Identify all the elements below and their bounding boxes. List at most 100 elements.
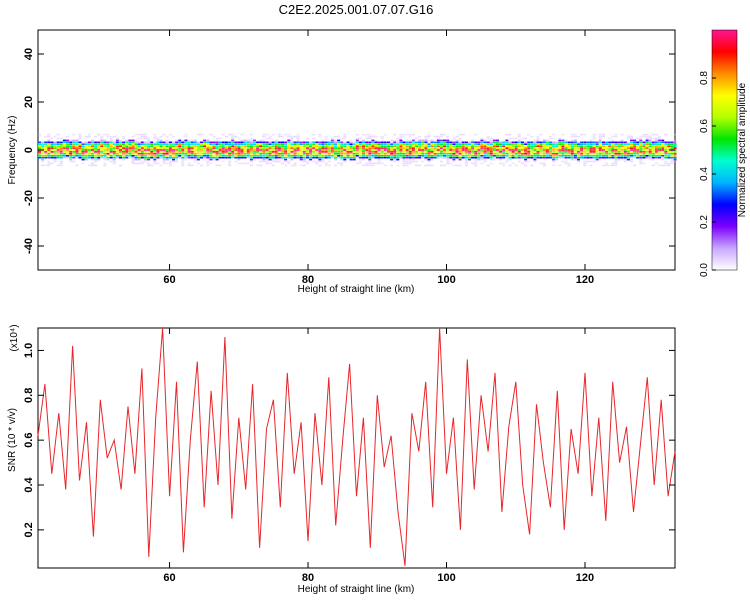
spectrogram-cell [84,141,88,144]
spectrogram-cell [134,149,138,151]
spectrogram-cell [611,162,615,165]
spectrogram-cell [334,158,337,161]
spectrogram-cell [611,135,615,138]
spectrogram-cell [636,149,640,151]
spectrogram-cell [38,143,41,145]
spectrogram-cell [402,155,406,157]
spectrogram-cell [483,153,487,155]
spectrogram-cell [527,149,531,151]
spectrogram-cell [443,156,446,159]
spectrogram-cell [461,145,465,147]
spectrogram-cell [193,149,197,151]
spectrogram-cell [243,139,247,142]
spectrogram-cell [168,149,172,151]
spectrogram-cell [268,151,272,153]
x-tick-label: 80 [302,274,314,286]
spectrogram-cell [408,162,412,165]
spectrogram-cell [262,139,266,142]
spectrogram-cell [62,156,66,159]
spectrogram-cell [399,153,403,155]
snr-y-axis-label: SNR (10 * v/v) [7,408,18,472]
spectrogram-cell [645,143,649,145]
spectrogram-cell [125,143,129,145]
spectrogram-cell [527,151,531,153]
spectrogram-cell [296,151,300,153]
spectrogram-cell [430,153,434,155]
spectrogram-cell [664,149,668,151]
spectrogram-cell [321,149,325,151]
spectrogram-cell [496,153,499,155]
spectrogram-cell [461,141,465,144]
spectrogram-cell [334,141,337,144]
spectrogram-cell [520,149,524,151]
spectrogram-cell [661,155,665,157]
spectrogram-cell [162,153,166,155]
spectrogram-cell [268,135,272,138]
spectrogram-cell [452,137,456,140]
spectrogram-cell [421,160,425,163]
spectrogram-cell [312,156,316,159]
spectrogram-cell [626,143,630,145]
spectrogram-cell [583,133,587,136]
spectrogram-cell [455,164,459,167]
spectrogram-cell [224,155,228,157]
spectrogram-cell [91,139,94,142]
spectrogram-cell [131,160,135,163]
spectrogram-cell [66,135,69,138]
spectrogram-cell [483,160,487,163]
spectrogram-cell [362,155,365,157]
spectrogram-cell [100,141,104,144]
spectrogram-cell [446,135,450,138]
spectrogram-cell [552,160,556,163]
spectrogram-cell [137,151,141,153]
spectrogram-cell [387,145,390,147]
spectrogram-cell [667,141,671,144]
spectrogram-cell [670,162,674,165]
spectrogram-cell [240,162,244,165]
spectrogram-cell [620,145,624,147]
spectrogram-cell [302,151,306,153]
spectrogram-cell [72,160,76,163]
spectrogram-cell [231,139,235,142]
spectrogram-cell [53,160,57,163]
spectrogram-cell [567,143,571,145]
spectrogram-cell [109,155,113,157]
spectrogram-cell [480,156,484,159]
spectrogram-cell [636,147,640,149]
spectrogram-cell [281,147,284,149]
spectrogram-cell [549,156,552,159]
spectrogram-cell [614,158,618,161]
spectrogram-cell [424,156,428,159]
spectrogram-cell [480,149,484,151]
spectrogram-cell [393,156,397,159]
spectrogram-cell [561,153,565,155]
spectrogram-cell [38,155,41,157]
spectrogram-cell [168,141,172,144]
spectrogram-cell [284,141,288,144]
spectrogram-cell [580,149,584,151]
spectrogram-cell [246,141,250,144]
spectrogram-cell [53,156,57,159]
spectrogram-cell [253,151,256,153]
spectrogram-cell [642,143,646,145]
spectrogram-cell [567,162,571,165]
spectrogram-cell [365,155,369,157]
spectrogram-cell [75,153,79,155]
spectrogram-cell [573,156,577,159]
spectrogram-cell [302,160,306,163]
spectrogram-cell [315,151,319,153]
spectrogram-cell [293,147,297,149]
spectrogram-cell [421,156,425,159]
spectrogram-cell [97,158,101,161]
spectrogram-cell [112,160,116,163]
spectrogram-cell [137,155,141,157]
spectrogram-cell [471,153,475,155]
spectrogram-cell [165,156,169,159]
spectrogram-cell [636,137,640,140]
spectrogram-cell [81,158,85,161]
spectrogram-cell [153,141,157,144]
spectrogram-cell [664,155,668,157]
spectrogram-cell [190,155,194,157]
spectrogram-cell [47,156,51,159]
spectrogram-cell [231,135,235,138]
